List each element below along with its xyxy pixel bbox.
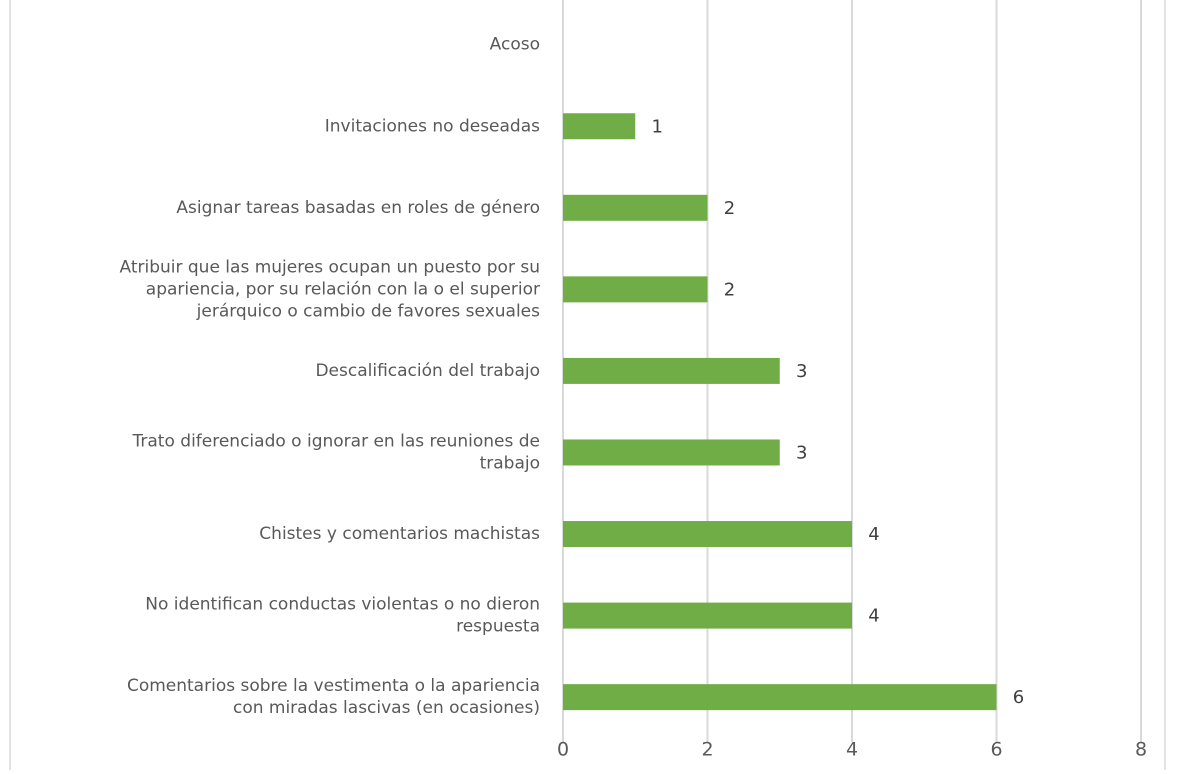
value-label: 1 xyxy=(652,116,663,137)
value-label: 3 xyxy=(796,442,807,463)
x-tick-label: 0 xyxy=(557,739,569,761)
y-tick-label: Asignar tareas basadas en roles de géner… xyxy=(176,198,540,218)
y-tick-label: Descalificación del trabajo xyxy=(315,361,540,381)
chart-border xyxy=(9,0,1166,774)
bar xyxy=(563,113,636,140)
x-tick-label: 6 xyxy=(990,739,1002,761)
y-tick-label: Atribuir que las mujeres ocupan un puest… xyxy=(119,257,540,321)
bar xyxy=(563,439,780,466)
bar xyxy=(563,684,997,711)
y-tick-label: Acoso xyxy=(490,35,540,55)
y-tick-label: Trato diferenciado o ignorar en las reun… xyxy=(132,431,540,473)
x-tick-label: 4 xyxy=(846,739,858,761)
bar xyxy=(563,194,708,221)
y-tick-label: Comentarios sobre la vestimenta o la apa… xyxy=(127,676,540,718)
y-tick-label: Invitaciones no deseadas xyxy=(325,116,540,136)
value-label: 4 xyxy=(868,524,879,545)
value-label: 2 xyxy=(724,279,735,300)
y-tick-label: Chistes y comentarios machistas xyxy=(259,524,540,544)
x-tick-label: 8 xyxy=(1135,739,1147,761)
bar xyxy=(563,521,852,548)
y-tick-label: No identifican conductas violentas o no … xyxy=(145,595,540,637)
bar xyxy=(563,276,708,303)
bar xyxy=(563,357,780,384)
x-tick-label: 2 xyxy=(701,739,713,761)
value-label: 2 xyxy=(724,198,735,219)
value-label: 6 xyxy=(1013,687,1024,708)
bar xyxy=(563,602,852,629)
value-label: 4 xyxy=(868,606,879,627)
value-label: 3 xyxy=(796,361,807,382)
